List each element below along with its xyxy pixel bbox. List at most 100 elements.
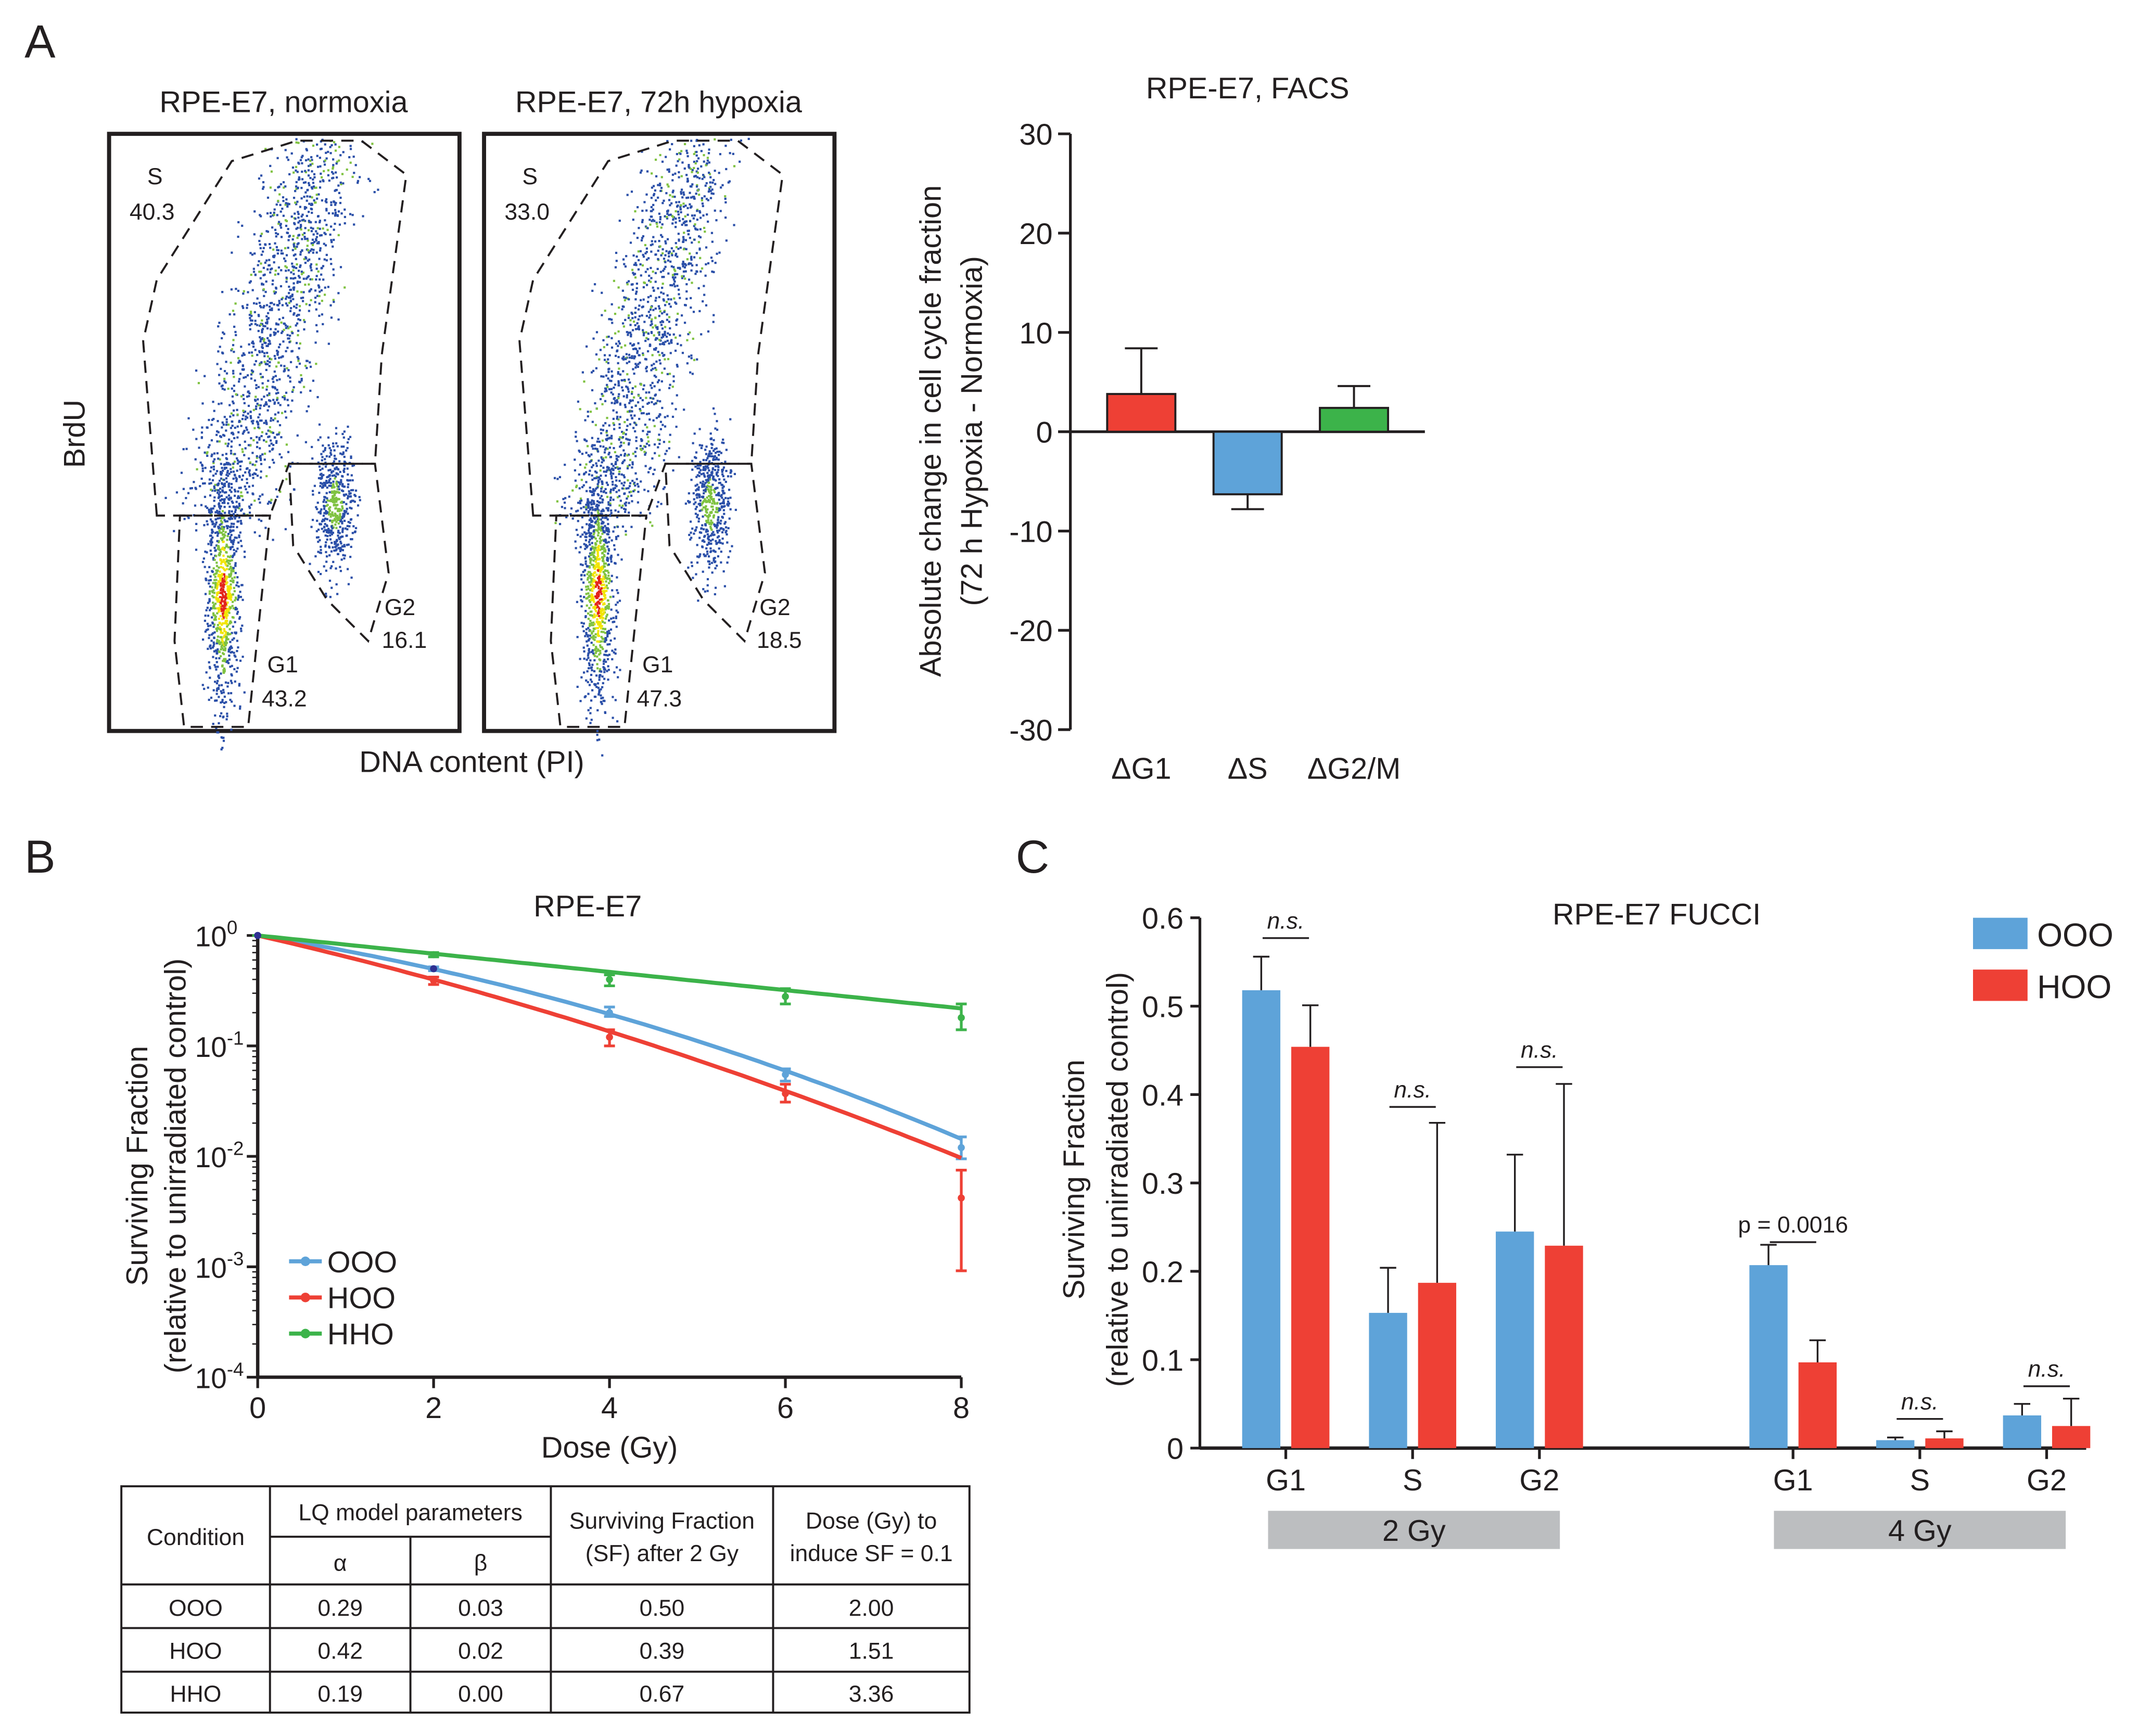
flow-dot bbox=[239, 707, 241, 710]
flow-dot bbox=[199, 485, 201, 488]
flow-dot bbox=[616, 401, 618, 404]
flow-dot bbox=[680, 211, 682, 213]
flow-dot bbox=[255, 302, 258, 305]
flow-dot bbox=[296, 314, 298, 317]
flow-dot bbox=[316, 143, 319, 146]
flow-dot bbox=[614, 384, 617, 386]
flow-dot bbox=[671, 254, 673, 257]
flow-dot bbox=[647, 301, 650, 303]
flow-dot bbox=[257, 386, 260, 388]
flow-dot bbox=[297, 329, 300, 332]
flow-dot bbox=[280, 321, 283, 324]
flow-dot bbox=[308, 310, 310, 312]
flow-dot bbox=[671, 276, 675, 279]
flow-dot bbox=[312, 185, 315, 188]
flow-dot bbox=[638, 394, 640, 397]
flow-dot bbox=[330, 565, 333, 568]
flow-dot bbox=[660, 176, 663, 178]
flow-dot bbox=[226, 581, 228, 584]
flow-dot bbox=[286, 205, 289, 208]
flow-dot bbox=[296, 246, 298, 248]
flow-dot bbox=[283, 328, 285, 331]
flow-dot bbox=[325, 209, 328, 212]
flow-dot bbox=[652, 419, 655, 422]
flow-dot bbox=[578, 487, 581, 490]
flow-dot bbox=[230, 361, 232, 364]
flow-dot bbox=[636, 350, 639, 352]
flow-dot bbox=[627, 334, 629, 336]
flow-dot bbox=[262, 247, 265, 249]
flow-dot bbox=[690, 297, 692, 299]
flow-dot bbox=[273, 370, 276, 373]
flow-dot bbox=[343, 509, 346, 512]
flow-dot bbox=[219, 602, 222, 604]
flow-dot bbox=[209, 676, 211, 679]
flow-dot bbox=[239, 627, 243, 630]
flow-dot bbox=[337, 529, 340, 532]
flow-dot bbox=[615, 457, 618, 460]
flow-dot bbox=[658, 315, 660, 317]
flow-dot bbox=[680, 344, 682, 347]
flow-dot bbox=[666, 450, 668, 452]
flow-dot bbox=[251, 340, 254, 343]
flow-dot bbox=[224, 611, 226, 614]
flow-dot bbox=[564, 507, 566, 509]
flow-dot bbox=[607, 522, 609, 526]
flow-dot bbox=[292, 254, 295, 257]
flow-dot bbox=[606, 670, 608, 672]
flow-dot bbox=[210, 520, 213, 523]
flow-dot bbox=[213, 623, 216, 626]
flow-dot bbox=[220, 712, 223, 714]
flow-dot bbox=[203, 375, 206, 377]
flow-dot bbox=[291, 350, 294, 352]
flow-dot bbox=[220, 513, 222, 515]
flow-dot bbox=[693, 145, 695, 147]
flow-dot bbox=[680, 193, 683, 195]
flow-dot bbox=[183, 518, 186, 520]
flow-dot bbox=[270, 499, 273, 501]
flow-dot bbox=[223, 377, 226, 380]
flow-dot bbox=[305, 257, 308, 260]
flow-dot bbox=[328, 545, 330, 548]
flow-dot bbox=[327, 469, 330, 471]
flow-dot bbox=[221, 598, 223, 601]
flow-dot bbox=[208, 636, 210, 640]
flow-dot bbox=[602, 466, 605, 469]
flow-dot bbox=[211, 616, 213, 619]
flow-dot bbox=[580, 599, 582, 602]
flow-dot bbox=[325, 198, 328, 200]
flow-dot bbox=[201, 638, 205, 641]
flow-dot bbox=[319, 221, 321, 224]
flow-dot bbox=[269, 186, 272, 189]
flow-dot bbox=[268, 392, 271, 395]
flow-dot bbox=[588, 599, 591, 602]
flow-dot bbox=[591, 564, 593, 566]
flow-dot bbox=[630, 335, 632, 338]
flow-dot bbox=[226, 527, 229, 530]
flow-dot bbox=[234, 680, 236, 683]
flow-dot bbox=[631, 399, 634, 402]
flow-dot bbox=[616, 466, 619, 469]
flow-dot bbox=[676, 394, 678, 397]
flow-dot bbox=[334, 149, 337, 152]
flow-dot bbox=[251, 354, 253, 357]
flow-dot bbox=[258, 534, 261, 537]
flow-dot bbox=[328, 179, 330, 182]
flow-dot bbox=[576, 636, 579, 639]
flow-dot bbox=[287, 159, 290, 161]
flow-plot-frame bbox=[482, 132, 837, 733]
flow-dot bbox=[627, 280, 630, 283]
flow-dot bbox=[681, 352, 684, 354]
flow-dot bbox=[283, 257, 286, 260]
flow-dot bbox=[641, 399, 644, 402]
flow-dot bbox=[224, 520, 227, 523]
flow-dot bbox=[339, 550, 342, 553]
flow-dot bbox=[607, 665, 609, 668]
flow-dot bbox=[606, 569, 609, 572]
flow-dot bbox=[590, 572, 592, 575]
flow-dot bbox=[241, 305, 244, 308]
flow-dot bbox=[635, 292, 638, 295]
flow-dot bbox=[576, 533, 579, 537]
flow-dot bbox=[659, 218, 661, 221]
flow-dot bbox=[696, 358, 698, 361]
